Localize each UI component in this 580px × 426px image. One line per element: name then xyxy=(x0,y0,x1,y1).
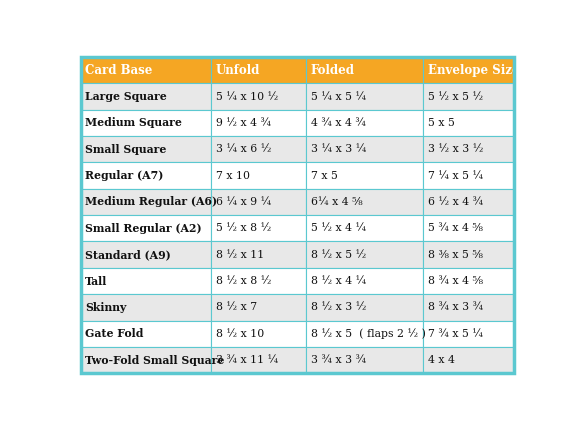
Text: Regular (A7): Regular (A7) xyxy=(85,170,164,181)
FancyBboxPatch shape xyxy=(81,268,211,294)
Text: 8 ½ x 4 ¼: 8 ½ x 4 ¼ xyxy=(310,276,366,286)
Text: Tall: Tall xyxy=(85,276,107,287)
Text: 5 ¼ x 10 ½: 5 ¼ x 10 ½ xyxy=(216,92,278,101)
Text: Large Square: Large Square xyxy=(85,91,167,102)
FancyBboxPatch shape xyxy=(211,189,306,215)
FancyBboxPatch shape xyxy=(306,242,423,268)
Text: 8 ¾ x 4 ⅝: 8 ¾ x 4 ⅝ xyxy=(428,276,483,286)
FancyBboxPatch shape xyxy=(81,347,211,373)
Text: 5 ¼ x 5 ¼: 5 ¼ x 5 ¼ xyxy=(310,92,366,101)
FancyBboxPatch shape xyxy=(306,268,423,294)
Text: Envelope Size: Envelope Size xyxy=(428,64,519,77)
Text: Two-Fold Small Square: Two-Fold Small Square xyxy=(85,354,224,366)
FancyBboxPatch shape xyxy=(81,189,211,215)
Text: 4 ¾ x 4 ¾: 4 ¾ x 4 ¾ xyxy=(310,118,365,128)
Text: 7 ¾ x 5 ¼: 7 ¾ x 5 ¼ xyxy=(428,329,483,339)
FancyBboxPatch shape xyxy=(211,57,306,83)
FancyBboxPatch shape xyxy=(423,57,514,83)
Text: 8 ½ x 5 ½: 8 ½ x 5 ½ xyxy=(310,250,366,260)
Text: 8 ½ x 10: 8 ½ x 10 xyxy=(216,329,264,339)
FancyBboxPatch shape xyxy=(306,320,423,347)
FancyBboxPatch shape xyxy=(423,189,514,215)
Text: 6¼ x 4 ⅝: 6¼ x 4 ⅝ xyxy=(310,197,362,207)
Text: 5 ½ x 4 ¼: 5 ½ x 4 ¼ xyxy=(310,223,366,233)
Text: 8 ½ x 11: 8 ½ x 11 xyxy=(216,250,264,260)
Text: 7 ¼ x 5 ¼: 7 ¼ x 5 ¼ xyxy=(428,170,483,181)
Text: 4 x 4: 4 x 4 xyxy=(428,355,455,365)
FancyBboxPatch shape xyxy=(211,215,306,242)
Text: 8 ¾ x 3 ¾: 8 ¾ x 3 ¾ xyxy=(428,302,483,312)
Text: 5 ½ x 8 ½: 5 ½ x 8 ½ xyxy=(216,223,271,233)
Text: 3 ¾ x 11 ¼: 3 ¾ x 11 ¼ xyxy=(216,355,278,365)
Text: Small Square: Small Square xyxy=(85,144,166,155)
Text: 8 ½ x 3 ½: 8 ½ x 3 ½ xyxy=(310,302,366,312)
FancyBboxPatch shape xyxy=(423,294,514,320)
FancyBboxPatch shape xyxy=(81,110,211,136)
FancyBboxPatch shape xyxy=(423,110,514,136)
FancyBboxPatch shape xyxy=(423,83,514,110)
FancyBboxPatch shape xyxy=(81,162,211,189)
FancyBboxPatch shape xyxy=(81,83,211,110)
Text: 8 ⅜ x 5 ⅝: 8 ⅜ x 5 ⅝ xyxy=(428,250,483,260)
FancyBboxPatch shape xyxy=(81,215,211,242)
FancyBboxPatch shape xyxy=(81,320,211,347)
Text: 7 x 10: 7 x 10 xyxy=(216,170,249,181)
Text: 6 ½ x 4 ¾: 6 ½ x 4 ¾ xyxy=(428,197,483,207)
Text: 8 ½ x 5  ( flaps 2 ½ ): 8 ½ x 5 ( flaps 2 ½ ) xyxy=(310,328,426,339)
FancyBboxPatch shape xyxy=(306,162,423,189)
Text: 3 ½ x 3 ½: 3 ½ x 3 ½ xyxy=(428,144,483,154)
FancyBboxPatch shape xyxy=(211,110,306,136)
Text: Skinny: Skinny xyxy=(85,302,126,313)
FancyBboxPatch shape xyxy=(423,215,514,242)
FancyBboxPatch shape xyxy=(306,136,423,162)
Text: 5 x 5: 5 x 5 xyxy=(428,118,455,128)
Text: 8 ½ x 7: 8 ½ x 7 xyxy=(216,302,256,312)
FancyBboxPatch shape xyxy=(306,83,423,110)
FancyBboxPatch shape xyxy=(306,347,423,373)
Text: 3 ¼ x 3 ¼: 3 ¼ x 3 ¼ xyxy=(310,144,366,154)
Text: 3 ¾ x 3 ¾: 3 ¾ x 3 ¾ xyxy=(310,355,366,365)
FancyBboxPatch shape xyxy=(306,215,423,242)
Text: 7 x 5: 7 x 5 xyxy=(310,170,338,181)
FancyBboxPatch shape xyxy=(306,189,423,215)
FancyBboxPatch shape xyxy=(423,347,514,373)
FancyBboxPatch shape xyxy=(211,242,306,268)
FancyBboxPatch shape xyxy=(211,268,306,294)
FancyBboxPatch shape xyxy=(81,242,211,268)
FancyBboxPatch shape xyxy=(423,162,514,189)
Text: Medium Regular (A6): Medium Regular (A6) xyxy=(85,196,218,207)
Text: Small Regular (A2): Small Regular (A2) xyxy=(85,223,202,234)
FancyBboxPatch shape xyxy=(306,294,423,320)
FancyBboxPatch shape xyxy=(306,110,423,136)
FancyBboxPatch shape xyxy=(81,57,211,83)
Text: Standard (A9): Standard (A9) xyxy=(85,249,171,260)
FancyBboxPatch shape xyxy=(423,320,514,347)
Text: 6 ¼ x 9 ¼: 6 ¼ x 9 ¼ xyxy=(216,197,271,207)
Text: 5 ¾ x 4 ⅝: 5 ¾ x 4 ⅝ xyxy=(428,223,483,233)
Text: Gate Fold: Gate Fold xyxy=(85,328,143,339)
Text: Unfold: Unfold xyxy=(216,64,260,77)
FancyBboxPatch shape xyxy=(211,294,306,320)
FancyBboxPatch shape xyxy=(81,136,211,162)
FancyBboxPatch shape xyxy=(423,242,514,268)
Text: 8 ½ x 8 ½: 8 ½ x 8 ½ xyxy=(216,276,271,286)
Text: 5 ½ x 5 ½: 5 ½ x 5 ½ xyxy=(428,92,483,101)
FancyBboxPatch shape xyxy=(211,320,306,347)
Text: Folded: Folded xyxy=(310,64,354,77)
FancyBboxPatch shape xyxy=(211,162,306,189)
FancyBboxPatch shape xyxy=(211,83,306,110)
Text: 3 ¼ x 6 ½: 3 ¼ x 6 ½ xyxy=(216,144,271,154)
FancyBboxPatch shape xyxy=(81,294,211,320)
Text: Medium Square: Medium Square xyxy=(85,118,182,128)
Text: Card Base: Card Base xyxy=(85,64,153,77)
FancyBboxPatch shape xyxy=(211,136,306,162)
FancyBboxPatch shape xyxy=(306,57,423,83)
Text: 9 ½ x 4 ¾: 9 ½ x 4 ¾ xyxy=(216,118,270,128)
FancyBboxPatch shape xyxy=(423,136,514,162)
FancyBboxPatch shape xyxy=(423,268,514,294)
FancyBboxPatch shape xyxy=(211,347,306,373)
